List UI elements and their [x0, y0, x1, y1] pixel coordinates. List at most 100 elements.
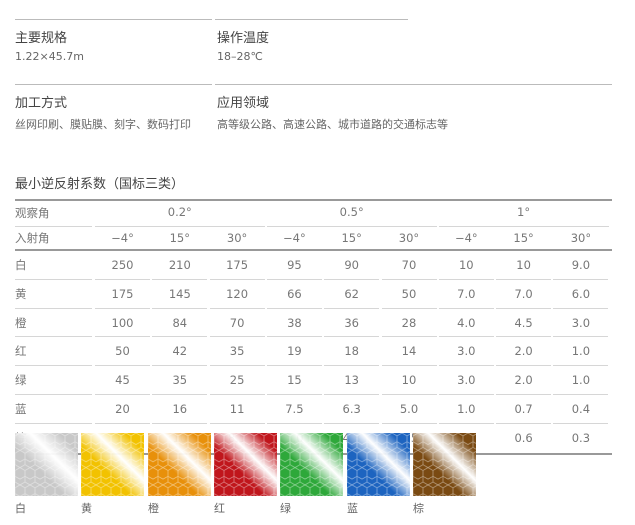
swatch-label: 黄 [81, 502, 92, 515]
spec-size-title: 主要规格 [15, 31, 68, 46]
table-cell: 10 [516, 258, 531, 272]
row-rule [152, 394, 208, 395]
row-rule [496, 336, 552, 338]
table-cell: 0.4 [571, 402, 591, 416]
observation-angle: 1° [517, 205, 531, 219]
row-rule [381, 394, 437, 395]
table-cell: 0.7 [514, 402, 533, 416]
row-rule [496, 365, 552, 367]
table-cell: 6.0 [571, 286, 591, 301]
row-rule [152, 365, 208, 367]
row-rule [553, 365, 609, 367]
table-cell: 1.0 [571, 344, 591, 359]
row-rule [15, 278, 92, 280]
divider [15, 19, 212, 20]
row-rule [266, 422, 322, 424]
row-rule [209, 422, 265, 424]
row-rule [381, 336, 437, 338]
header-rule [15, 249, 612, 251]
table-cell: 7.5 [285, 402, 304, 416]
row-color-label: 蓝 [15, 402, 27, 416]
row-rule [381, 365, 437, 367]
row-rule [266, 336, 322, 338]
table-cell: 84 [172, 315, 188, 330]
row-rule [438, 336, 494, 338]
row-rule [496, 394, 552, 395]
row-rule [324, 336, 380, 338]
swatch-label: 棕 [413, 502, 424, 515]
swatch-2 [148, 433, 211, 496]
row-rule [438, 394, 494, 395]
spec-temp-title: 操作温度 [217, 31, 270, 46]
row-rule [266, 365, 322, 367]
table-cell: 4.5 [514, 315, 533, 330]
row-rule [381, 422, 437, 424]
row-rule [209, 365, 265, 367]
table-cell: 10 [458, 258, 474, 272]
row-rule [15, 365, 92, 367]
row-rule [381, 278, 437, 280]
spec-size-value: 1.22×45.7m [15, 50, 84, 63]
table-cell: 175 [111, 286, 134, 301]
table-cell: 0.6 [514, 430, 533, 445]
table-cell: 9.0 [571, 258, 591, 272]
row-rule [553, 422, 609, 424]
table-cell: 38 [287, 315, 302, 330]
spec-processing-title: 加工方式 [15, 96, 68, 111]
entrance-angle: 30° [398, 231, 420, 245]
spec-application-title: 应用领域 [217, 96, 270, 111]
row-rule [553, 394, 609, 395]
row-rule [438, 307, 494, 309]
table-cell: 5.0 [399, 402, 419, 416]
entrance-angle: 30° [226, 231, 248, 245]
row-rule [324, 394, 380, 395]
table-cell: 11 [229, 402, 245, 416]
table-cell: 18 [344, 344, 359, 359]
observation-angle: 0.5° [339, 205, 364, 219]
swatch-0 [15, 433, 78, 496]
table-cell: 62 [344, 286, 359, 301]
row-rule [553, 307, 609, 309]
table-cell: 35 [229, 344, 245, 359]
table-cell: 1.0 [571, 373, 591, 388]
row-rule [209, 278, 265, 280]
row-rule [209, 336, 265, 338]
row-rule [15, 394, 92, 395]
table-cell: 95 [287, 258, 302, 272]
entrance-angle: 15° [169, 231, 190, 245]
table-cell: 250 [111, 258, 134, 272]
table-title: 最小逆反射系数（国标三类） [15, 177, 185, 192]
row-rule [209, 394, 265, 395]
swatch-label: 红 [214, 502, 225, 515]
row-rule [95, 422, 150, 424]
table-cell: 4.0 [457, 315, 476, 330]
table-top-rule [15, 199, 612, 201]
table-cell: 66 [287, 286, 302, 301]
row-rule [438, 422, 494, 424]
table-cell: 19 [287, 344, 302, 359]
table-cell: 3.0 [457, 373, 476, 388]
table-cell: 120 [226, 286, 249, 301]
table-cell: 7.0 [457, 286, 476, 301]
entrance-angle: −4° [454, 231, 478, 245]
row-rule [496, 307, 552, 309]
table-cell: 3.0 [571, 315, 591, 330]
divider [215, 84, 612, 85]
row-rule [324, 307, 380, 309]
row-rule [266, 394, 322, 395]
row-rule [324, 422, 380, 424]
row-rule [152, 307, 208, 309]
group-rule [267, 226, 437, 227]
entrance-angle: 15° [341, 231, 362, 245]
table-cell: 42 [172, 344, 188, 359]
table-cell: 45 [115, 373, 130, 388]
row-rule [324, 278, 380, 280]
table-cell: 100 [111, 315, 134, 330]
swatch-4 [280, 433, 343, 496]
table-cell: 145 [168, 286, 191, 301]
row-rule [15, 336, 92, 338]
swatch-label: 白 [15, 502, 26, 515]
row-color-label: 白 [15, 258, 27, 272]
row-color-label: 红 [15, 344, 27, 359]
